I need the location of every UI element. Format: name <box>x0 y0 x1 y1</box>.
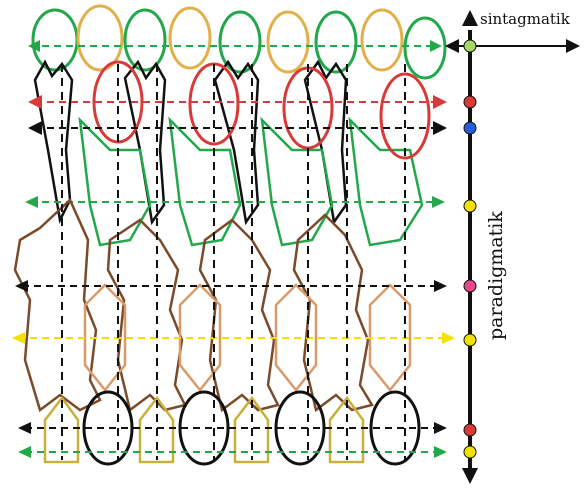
black-ellipse-row <box>82 390 421 466</box>
axes <box>445 10 580 484</box>
paradigmatic-axis-label: paradigmatik <box>485 211 507 340</box>
tan-hexagon-shapes <box>83 283 412 393</box>
green-lower-shapes <box>78 116 424 247</box>
top-ellipse-row <box>31 4 447 80</box>
brown-jagged-shapes <box>13 197 374 413</box>
olive-pentagon-row <box>43 395 365 464</box>
axis-markers <box>463 39 477 459</box>
syntagmatic-axis-label: sintagmatik <box>480 10 570 28</box>
vertical-dashed-connectors <box>61 64 406 460</box>
